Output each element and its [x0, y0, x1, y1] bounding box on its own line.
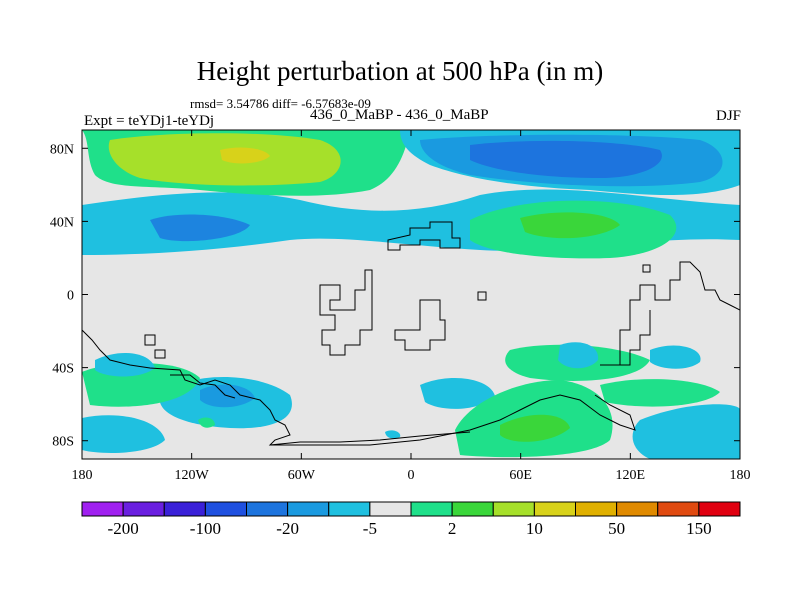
coastline-mid-landmass: [319, 269, 373, 356]
colorbar-swatch: [698, 501, 741, 517]
colorbar-label: 10: [526, 519, 543, 538]
colorbar-swatch: [81, 501, 124, 517]
southern-ocean-negative-west: [82, 415, 165, 453]
coastline-north-landmass: [387, 221, 461, 251]
x-axis: 180 120W 60W 0 60E 120E 180: [72, 130, 751, 483]
colorbar-swatch: [163, 501, 206, 517]
colorbar-swatch: [575, 501, 618, 517]
experiment-label: Expt = teYDj1-teYDj: [84, 113, 215, 129]
arctic-negative-core: [470, 140, 662, 178]
y-tick-label: 40S: [52, 362, 74, 377]
small-negative-patch: [385, 430, 401, 439]
x-tick-label: 0: [408, 468, 415, 483]
coastline-southern-landmass: [82, 329, 636, 446]
colorbar-label: -5: [363, 519, 377, 538]
colorbar-swatch: [122, 501, 165, 517]
colorbar-swatch: [616, 501, 659, 517]
coastline-south-america: [170, 374, 236, 399]
colorbar-swatch: [451, 501, 494, 517]
arctic-positive-core: [220, 147, 270, 164]
x-tick-label: 120W: [175, 468, 210, 483]
y-axis: 80N 40N 0 40S 80S: [50, 142, 740, 450]
x-tick-label: 60E: [509, 468, 532, 483]
coastline-south-edge: [269, 431, 471, 446]
coastline-small-box-2: [477, 291, 487, 301]
y-tick-label: 40N: [50, 215, 74, 230]
y-tick-label: 0: [67, 289, 74, 304]
nh-midlat-negative-inner: [150, 214, 250, 242]
colorbar-swatch: [657, 501, 700, 517]
colorbar-swatch: [492, 501, 535, 517]
coastline-island: [394, 299, 446, 351]
colorbar-swatch: [533, 501, 576, 517]
colorbar-label: 2: [448, 519, 457, 538]
y-tick-label: 80N: [50, 142, 74, 157]
coastline-small-box: [154, 349, 166, 359]
colorbar-label: -100: [190, 519, 221, 538]
south-indian-negative: [420, 378, 495, 409]
southern-ocean-positive-core: [500, 414, 570, 442]
x-tick-label: 180: [72, 468, 93, 483]
colorbar-label: -200: [108, 519, 139, 538]
south-pacific-positive-2: [600, 379, 720, 407]
colorbar-swatch: [287, 501, 330, 517]
x-tick-label: 60W: [288, 468, 316, 483]
y-tick-label: 80S: [52, 435, 74, 450]
x-tick-label: 180: [730, 468, 751, 483]
north-asia-positive-core: [520, 212, 620, 239]
south-pacific-negative-2: [650, 345, 701, 369]
rmsd-diff-stats: rmsd= 3.54786 diff= -6.57683e-09: [190, 96, 371, 111]
coastlines: [82, 221, 740, 446]
period-label: 436_0_MaBP - 436_0_MaBP: [310, 107, 489, 123]
map-field: [82, 130, 740, 459]
colorbar-swatch: [369, 501, 412, 517]
x-tick-label: 120E: [616, 468, 646, 483]
colorbar-label: -20: [276, 519, 299, 538]
coastline-west-inlet: [144, 334, 156, 346]
colorbar: -200 -100 -20 -5 2 10 50 150: [81, 501, 741, 538]
south-pacific-negative-3: [632, 404, 740, 459]
indo-pacific-negative: [558, 342, 599, 369]
colorbar-swatch: [328, 501, 371, 517]
colorbar-swatch: [410, 501, 453, 517]
coastline-small-box-3: [642, 264, 651, 273]
chart-title: Height perturbation at 500 hPa (in m): [196, 56, 604, 86]
colorbar-swatch: [204, 501, 247, 517]
small-positive-patch: [198, 417, 215, 428]
colorbar-swatch: [246, 501, 289, 517]
season-label: DJF: [715, 108, 741, 124]
colorbar-label: 50: [608, 519, 625, 538]
coastline-east-landmass: [600, 261, 740, 366]
colorbar-label: 150: [686, 519, 712, 538]
coastline-east-inner: [620, 310, 651, 366]
south-pacific-negative-1: [95, 353, 155, 377]
